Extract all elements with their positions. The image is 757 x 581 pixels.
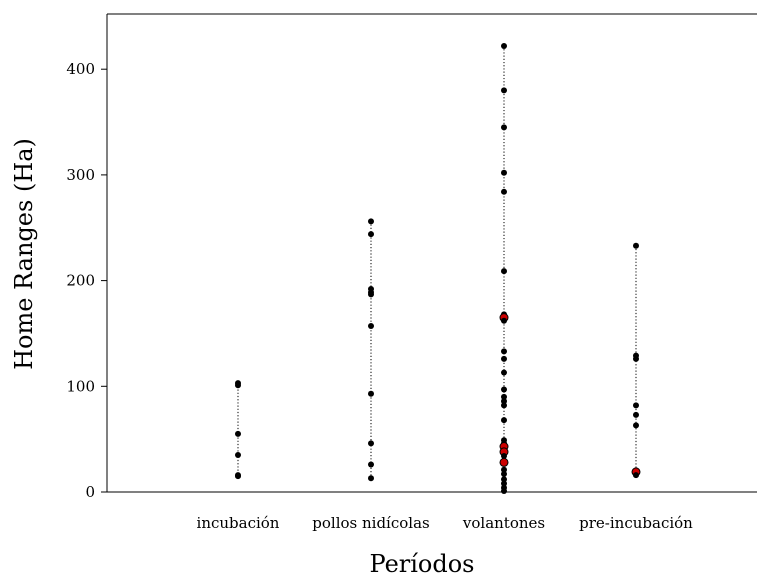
data-point bbox=[501, 124, 507, 131]
data-point bbox=[633, 242, 639, 249]
data-point bbox=[368, 390, 374, 397]
data-point bbox=[501, 393, 507, 400]
data-point bbox=[633, 402, 639, 409]
data-point bbox=[501, 386, 507, 393]
x-category-label: volantones bbox=[462, 514, 545, 532]
data-point bbox=[501, 466, 507, 473]
data-point bbox=[235, 382, 241, 389]
data-point bbox=[501, 188, 507, 195]
data-point bbox=[235, 452, 241, 459]
y-axis-title: Home Ranges (Ha) bbox=[10, 138, 38, 370]
x-axis-category-labels: incubación pollos nidícolas volantones pre-… bbox=[197, 514, 694, 532]
data-point bbox=[501, 87, 507, 94]
data-points bbox=[235, 42, 641, 494]
x-category-label: pollos nidícolas bbox=[312, 514, 429, 532]
data-point bbox=[368, 291, 374, 298]
data-point bbox=[633, 355, 639, 362]
data-point bbox=[501, 487, 507, 494]
data-point bbox=[235, 430, 241, 437]
y-tick-label: 400 bbox=[66, 60, 95, 78]
data-point bbox=[501, 417, 507, 424]
x-category-label: pre-incubación bbox=[579, 514, 693, 532]
plot-frame bbox=[106, 13, 757, 493]
x-axis-title: Períodos bbox=[370, 550, 475, 578]
data-point bbox=[368, 231, 374, 238]
data-point bbox=[501, 268, 507, 275]
y-tick-label: 300 bbox=[66, 166, 95, 184]
data-point bbox=[501, 398, 507, 405]
data-point bbox=[501, 471, 507, 478]
data-point bbox=[501, 348, 507, 355]
data-point bbox=[368, 218, 374, 225]
data-point bbox=[501, 453, 507, 460]
data-point bbox=[633, 411, 639, 418]
data-point bbox=[501, 169, 507, 176]
data-point bbox=[368, 475, 374, 482]
data-point bbox=[235, 473, 241, 480]
data-point bbox=[368, 461, 374, 468]
y-tick-label: 200 bbox=[66, 272, 95, 290]
data-point bbox=[501, 369, 507, 376]
data-point bbox=[501, 402, 507, 409]
y-tick-label: 0 bbox=[85, 483, 95, 501]
data-point bbox=[501, 480, 507, 487]
data-point bbox=[501, 42, 507, 49]
data-point bbox=[368, 323, 374, 330]
data-point bbox=[501, 476, 507, 483]
data-point bbox=[633, 472, 639, 479]
data-point bbox=[501, 355, 507, 362]
category-stems bbox=[237, 45, 637, 491]
y-axis-ticks: 0 100 200 300 400 bbox=[66, 60, 107, 501]
data-point bbox=[501, 317, 507, 324]
data-point bbox=[368, 440, 374, 447]
x-category-label: incubación bbox=[197, 514, 280, 532]
y-tick-label: 100 bbox=[66, 377, 95, 395]
data-point bbox=[633, 422, 639, 429]
highlighted-data-point bbox=[499, 457, 509, 467]
